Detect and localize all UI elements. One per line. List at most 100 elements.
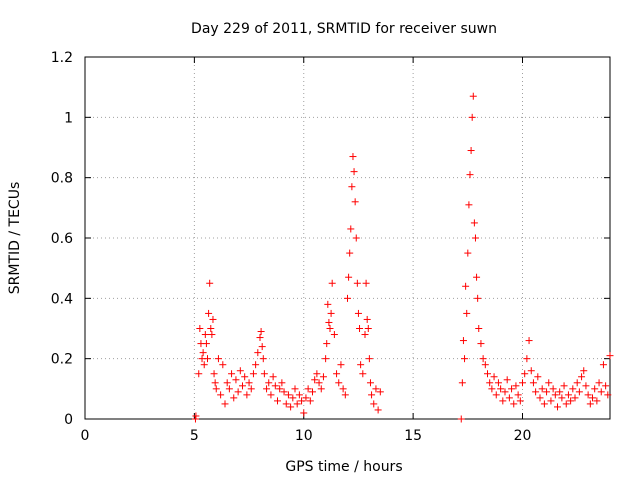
data-point — [459, 337, 467, 345]
data-point — [293, 400, 301, 408]
data-point — [236, 367, 244, 375]
data-point — [468, 113, 476, 121]
data-point — [263, 385, 271, 393]
data-point — [353, 279, 361, 287]
data-point — [291, 385, 299, 393]
data-point — [219, 361, 227, 369]
data-point — [365, 355, 373, 363]
data-point — [322, 355, 330, 363]
data-point — [341, 391, 349, 399]
data-point — [326, 325, 334, 332]
data-point — [278, 379, 286, 387]
data-point — [258, 343, 266, 351]
data-point — [363, 315, 371, 323]
data-point — [372, 385, 380, 393]
data-point — [269, 373, 277, 381]
data-point — [195, 370, 203, 378]
data-point — [573, 379, 581, 387]
data-point — [252, 361, 260, 369]
data-point — [578, 373, 586, 381]
data-point — [245, 379, 253, 387]
y-tick-label: 0.6 — [51, 231, 73, 247]
data-point — [210, 370, 218, 378]
data-point — [529, 379, 537, 387]
data-point — [313, 370, 321, 378]
data-point — [356, 325, 364, 332]
data-point — [357, 361, 365, 369]
data-point — [488, 385, 496, 393]
data-point — [589, 394, 596, 402]
data-point — [549, 385, 557, 393]
data-point — [564, 391, 572, 399]
x-tick-label: 15 — [404, 428, 422, 444]
data-point — [267, 391, 275, 399]
data-point — [333, 370, 341, 378]
data-point — [319, 373, 327, 381]
data-point — [339, 385, 347, 393]
data-point — [366, 379, 374, 387]
data-point — [514, 391, 522, 399]
data-point — [239, 382, 246, 390]
data-point — [543, 388, 551, 396]
data-point — [304, 385, 312, 393]
data-point — [370, 400, 378, 408]
tick-labels: 0 5 10 15 20 0 0.2 0.4 0.6 0.8 1 1.2 — [51, 50, 532, 444]
data-point — [462, 282, 470, 290]
axes — [84, 56, 611, 420]
data-point — [597, 388, 605, 396]
plot-frame — [84, 56, 611, 420]
data-point — [554, 403, 561, 411]
data-point — [481, 361, 489, 369]
data-point — [201, 331, 209, 339]
data-point — [362, 279, 370, 287]
data-point — [228, 370, 236, 378]
data-point — [349, 153, 357, 161]
y-tick-label: 1.2 — [51, 50, 73, 66]
data-point — [497, 385, 505, 393]
data-point — [567, 397, 575, 405]
y-tick-label: 0.4 — [51, 291, 73, 307]
data-point — [295, 391, 303, 399]
data-point — [490, 373, 498, 381]
x-tick-label: 10 — [295, 428, 313, 444]
data-point — [208, 331, 216, 339]
data-point — [562, 400, 570, 408]
data-point — [477, 340, 485, 348]
data-point — [479, 355, 487, 363]
data-point — [289, 394, 297, 402]
data-point — [207, 325, 215, 332]
data-point — [602, 382, 610, 390]
data-point — [315, 379, 323, 387]
data-point — [243, 391, 251, 399]
data-point — [484, 370, 491, 378]
data-point — [519, 379, 526, 387]
data-point — [571, 394, 579, 402]
data-point — [199, 349, 207, 357]
data-point — [323, 340, 331, 348]
data-point — [206, 279, 214, 287]
gridlines — [85, 57, 610, 419]
data-point — [344, 294, 351, 302]
data-point — [475, 325, 483, 332]
x-tick-label: 0 — [81, 428, 90, 444]
data-point — [569, 385, 577, 393]
data-point — [221, 400, 229, 408]
data-point — [335, 379, 343, 387]
data-point — [330, 331, 338, 339]
data-point — [324, 300, 332, 308]
data-point — [470, 219, 478, 227]
data-point — [580, 367, 588, 375]
data-point — [521, 370, 529, 378]
x-tick-label: 5 — [190, 428, 199, 444]
data-point — [494, 379, 502, 387]
data-point — [361, 331, 369, 339]
data-point — [325, 318, 333, 326]
data-point — [225, 385, 233, 393]
data-point — [467, 147, 475, 155]
data-point — [302, 394, 310, 402]
data-point — [256, 334, 264, 342]
data-point — [284, 391, 292, 399]
data-point — [306, 397, 314, 405]
data-point — [523, 355, 531, 363]
data-point — [351, 198, 359, 206]
